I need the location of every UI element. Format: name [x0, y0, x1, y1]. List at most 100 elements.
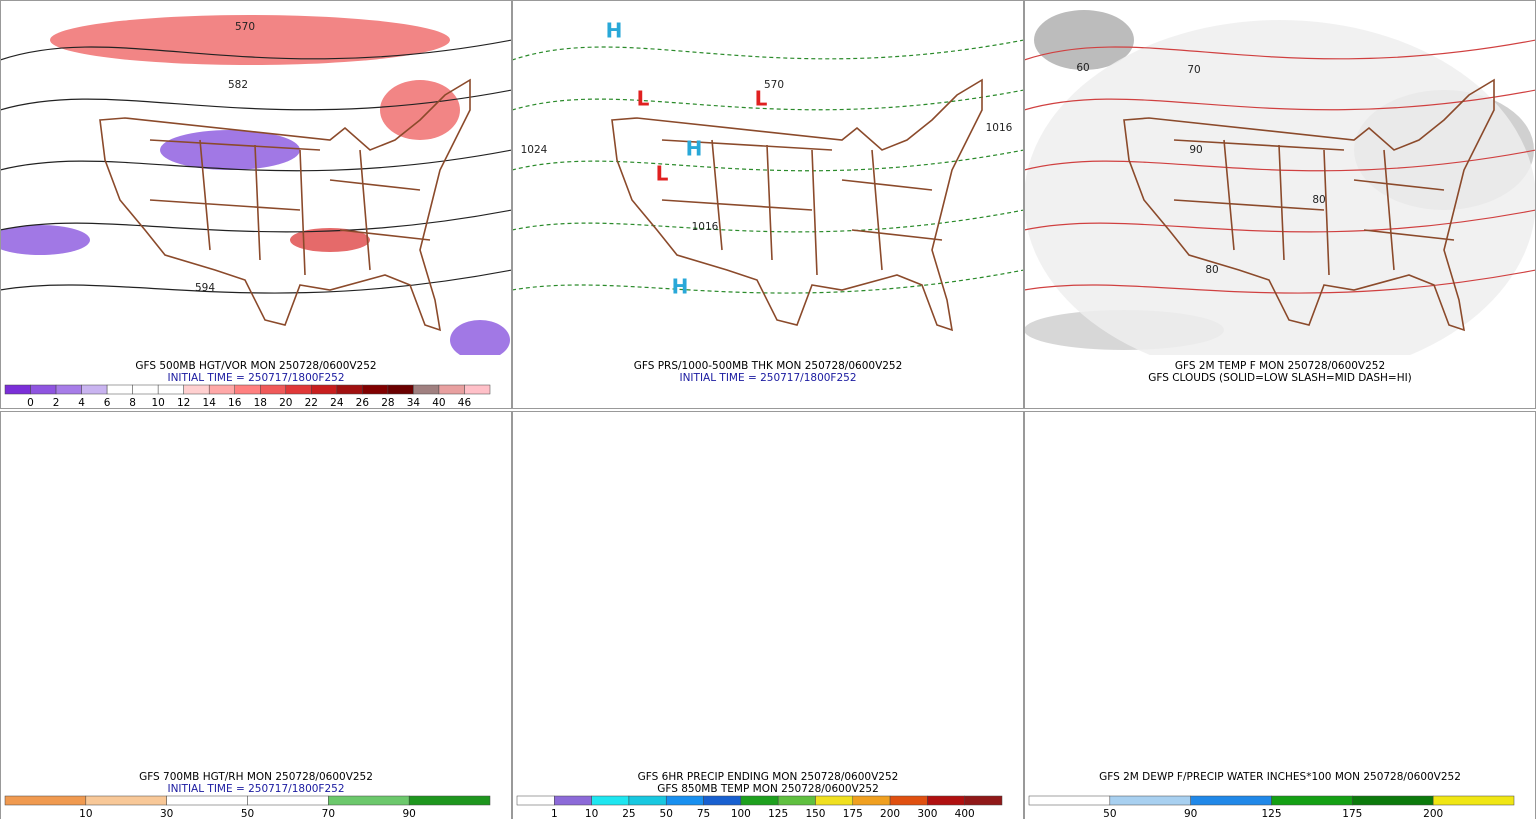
map-label: 1016	[986, 122, 1013, 134]
contour	[512, 512, 1024, 532]
colorbar-label: 0	[27, 397, 34, 409]
colorbar-label: 200	[880, 808, 900, 819]
caption-title: GFS 6HR PRECIP ENDING MON 250728/0600V25…	[638, 771, 899, 783]
colorbar-label: 18	[254, 397, 267, 409]
shade	[270, 542, 490, 722]
map-label: 50	[285, 544, 298, 556]
colorbar-swatch	[157, 384, 184, 395]
shade	[50, 15, 450, 65]
caption-subtitle: INITIAL TIME = 250717/1800F252	[167, 372, 344, 384]
map-label: 315	[228, 501, 248, 513]
map: 570 582 594	[0, 0, 511, 355]
colorbar-label: 50	[241, 808, 254, 819]
caption-subtitle: INITIAL TIME = 250717/1800F252	[167, 783, 344, 795]
colorbar-swatch	[85, 795, 167, 806]
colorbar-swatch	[516, 795, 555, 806]
colorbar-swatch	[438, 384, 465, 395]
colorbar-swatch	[1109, 795, 1191, 806]
map-label: 594	[195, 282, 215, 294]
map-label: L	[755, 87, 768, 111]
colorbar-swatch	[234, 384, 261, 395]
shade	[400, 437, 480, 487]
map: 50 60 70 40	[1024, 417, 1536, 777]
colorbar-label: 400	[955, 808, 975, 819]
shade	[90, 712, 190, 772]
caption-title: GFS PRS/1000-500MB THK MON 250728/0600V2…	[634, 360, 903, 372]
colorbar-label: 34	[407, 397, 421, 409]
map-label: 80	[1312, 194, 1325, 206]
shade	[1024, 417, 1536, 777]
contour	[512, 89, 1023, 111]
contour	[1024, 89, 1535, 111]
colorbar-label: 75	[697, 808, 710, 819]
shade	[1034, 10, 1134, 70]
colorbar-swatch	[387, 384, 414, 395]
map-label: 582	[228, 79, 248, 91]
colorbar-label: 25	[622, 808, 635, 819]
colorbar-label: 2	[53, 397, 60, 409]
colorbar-label: 50	[1103, 808, 1116, 819]
colorbar-swatch	[328, 795, 410, 806]
colorbar-swatch	[81, 384, 108, 395]
colorbar-swatch	[183, 384, 210, 395]
colorbar-swatch	[413, 384, 440, 395]
colorbar-label: 125	[1261, 808, 1281, 819]
shade	[0, 225, 90, 255]
contour	[1024, 209, 1535, 233]
map-label: 90	[181, 471, 194, 483]
map-label: 90	[1189, 144, 1202, 156]
contour	[0, 692, 512, 715]
colorbar-swatch	[852, 795, 891, 806]
colorbar-label: 10	[151, 397, 164, 409]
panel-border	[1024, 411, 1536, 819]
map-label: 34	[895, 631, 909, 643]
us-outline	[1124, 502, 1494, 752]
colorbar-swatch	[591, 795, 630, 806]
colorbar-label: 90	[1184, 808, 1197, 819]
colorbar-swatch	[132, 384, 159, 395]
colorbar-label: 1	[551, 808, 558, 819]
shade	[942, 740, 1002, 764]
contour	[1024, 572, 1536, 593]
shade	[1064, 442, 1324, 562]
caption-subtitle: GFS 850MB TEMP MON 250728/0600V252	[657, 783, 879, 795]
map-bg	[1024, 422, 1536, 772]
map-label: 26	[845, 651, 859, 663]
colorbar-swatch	[55, 384, 82, 395]
colorbar-swatch	[285, 384, 312, 395]
colorbar-label: 26	[356, 397, 370, 409]
map-label: 60	[1327, 514, 1340, 526]
contour	[512, 269, 1023, 294]
map: 309 315 321 50 90 10	[0, 422, 512, 772]
us-outline	[612, 502, 982, 752]
map: 26 34 46 14 23	[512, 422, 1024, 772]
map-bg	[0, 422, 512, 772]
shade	[310, 707, 390, 737]
caption-subtitle: INITIAL TIME = 250717/1800F252	[679, 372, 856, 384]
contour	[0, 89, 511, 111]
colorbar-swatch	[889, 795, 928, 806]
contour	[1024, 462, 1536, 482]
shade	[0, 562, 210, 642]
colorbar-swatch	[362, 384, 389, 395]
caption-title: GFS 500MB HGT/VOR MON 250728/0600V252	[135, 360, 376, 372]
panel-border	[512, 0, 1024, 409]
shade	[290, 228, 370, 252]
contour	[1024, 692, 1536, 715]
us-outline	[100, 502, 470, 752]
colorbar-label: 175	[843, 808, 863, 819]
colorbar-label: 40	[432, 397, 445, 409]
shade	[380, 80, 460, 140]
contour	[512, 39, 1023, 61]
colorbar-label: 10	[79, 808, 92, 819]
colorbar-swatch	[4, 795, 87, 806]
colorbar-swatch	[464, 384, 491, 395]
colorbar-label: 90	[402, 808, 415, 819]
map-label: 40	[1407, 476, 1420, 488]
colorbar-swatch	[1432, 795, 1515, 806]
contour	[0, 209, 511, 233]
colorbar-swatch	[777, 795, 816, 806]
shade	[1144, 542, 1224, 622]
map-label: 1016	[692, 221, 719, 233]
